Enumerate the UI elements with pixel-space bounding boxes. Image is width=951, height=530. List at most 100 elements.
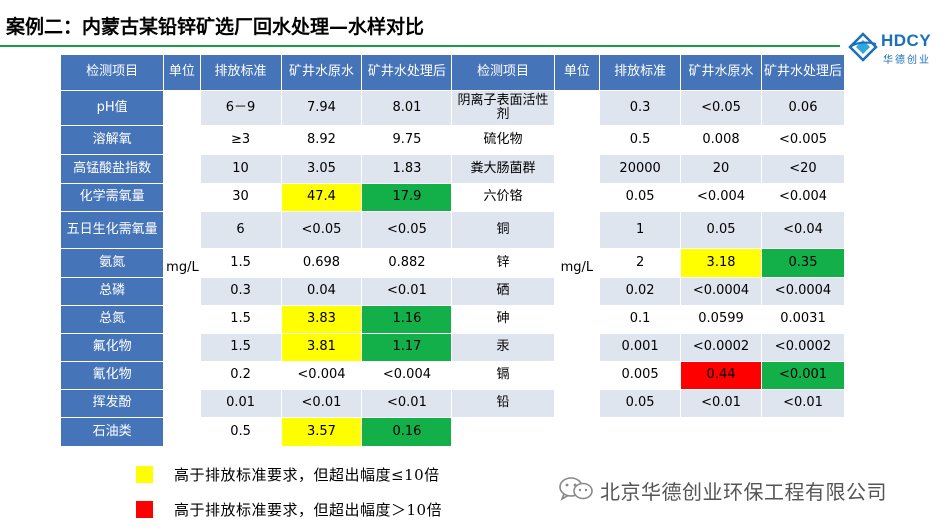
header-raw-right: 矿井水原水 — [680, 54, 762, 91]
treated-value: <0.01 — [760, 389, 846, 418]
item-name: 铜 — [451, 211, 555, 249]
header-standard-left: 排放标准 — [199, 54, 282, 91]
raw-value: 3.05 — [280, 154, 363, 184]
treated-value: <0.004 — [760, 183, 846, 212]
item-name: 阴离子表面活性剂 — [451, 90, 555, 126]
raw-value: 20 — [680, 154, 762, 184]
treated-value: <20 — [760, 154, 846, 184]
header-treated-right: 矿井水处理后 — [760, 54, 846, 91]
treated-value: <0.004 — [361, 361, 453, 390]
table-row: 氨氮 1.5 0.698 0.882 锌 2 3.18 0.35 — [59, 248, 846, 278]
standard-value: 0.05 — [599, 389, 682, 418]
header-item-left: 检测项目 — [59, 54, 165, 91]
treated-value: <0.005 — [760, 125, 846, 155]
treated-value: 8.01 — [361, 90, 453, 126]
item-name: 六价铬 — [451, 183, 555, 212]
treated-value: 0.06 — [760, 90, 846, 126]
standard-value — [599, 417, 682, 447]
table-row: 挥发酚 0.01 <0.01 <0.01 铅 0.05 <0.01 <0.01 — [59, 389, 846, 418]
treated-value: 0.0031 — [760, 305, 846, 334]
treated-value-compliant: 0.35 — [760, 248, 846, 278]
raw-value: <0.0002 — [680, 333, 762, 362]
raw-value: 7.94 — [280, 90, 363, 126]
standard-value: 6－9 — [199, 90, 282, 126]
item-name: 高锰酸盐指数 — [59, 154, 165, 184]
raw-value: 8.92 — [280, 125, 363, 155]
table-row: 氰化物 0.2 <0.004 <0.004 镉 0.005 0.44 <0.00… — [59, 361, 846, 390]
standard-value: 0.5 — [599, 125, 682, 155]
treated-value: <0.04 — [760, 211, 846, 249]
table-row: 高锰酸盐指数 10 3.05 1.83 粪大肠菌群 20000 20 <20 — [59, 154, 846, 184]
item-name: 挥发酚 — [59, 389, 165, 418]
standard-value: 0.1 — [599, 305, 682, 334]
raw-value: <0.05 — [280, 211, 363, 249]
header-standard-right: 排放标准 — [599, 54, 682, 91]
standard-value: 0.01 — [199, 389, 282, 418]
header-unit-left: 单位 — [163, 54, 201, 91]
legend-text-yellow: 高于排放标准要求，但超出幅度≤10倍 — [174, 466, 440, 484]
item-name: 硒 — [451, 277, 555, 306]
raw-value: <0.004 — [680, 183, 762, 212]
item-name: 石油类 — [59, 417, 165, 447]
standard-value: 0.2 — [199, 361, 282, 390]
table-row: 总磷 0.3 0.04 <0.01 硒 0.02 <0.0004 <0.0004 — [59, 277, 846, 306]
raw-value-exceeds-standard: 3.57 — [280, 417, 363, 447]
standard-value: 2 — [599, 248, 682, 278]
item-name — [451, 417, 555, 447]
treated-value: <0.0002 — [760, 333, 846, 362]
unit-cell-left: mg/L — [163, 90, 201, 447]
standard-value: 6 — [199, 211, 282, 249]
treated-value: 0.882 — [361, 248, 453, 278]
table-row: 氟化物 1.5 3.81 1.17 汞 0.001 <0.0002 <0.000… — [59, 333, 846, 362]
item-name: 溶解氧 — [59, 125, 165, 155]
standard-value: 30 — [199, 183, 282, 212]
table-row: 溶解氧 ≥3 8.92 9.75 硫化物 0.5 0.008 <0.005 — [59, 125, 846, 155]
header-treated-left: 矿井水处理后 — [361, 54, 453, 91]
standard-value: 0.5 — [199, 417, 282, 447]
item-name: 粪大肠菌群 — [451, 154, 555, 184]
raw-value: 0.698 — [280, 248, 363, 278]
standard-value: 20000 — [599, 154, 682, 184]
raw-value-exceeds-standard: 47.4 — [280, 183, 363, 212]
standard-value: 1.5 — [199, 333, 282, 362]
table-row: 总氮 1.5 3.83 1.16 砷 0.1 0.0599 0.0031 — [59, 305, 846, 334]
item-name: 氟化物 — [59, 333, 165, 362]
raw-value: 0.04 — [280, 277, 363, 306]
standard-value: 0.05 — [599, 183, 682, 212]
raw-value: <0.05 — [680, 90, 762, 126]
table-header-row: 检测项目 单位 排放标准 矿井水原水 矿井水处理后 检测项目 单位 排放标准 矿… — [59, 54, 846, 91]
standard-value: 1.5 — [199, 248, 282, 278]
item-name: 镉 — [451, 361, 555, 390]
logo-subtitle: 华德创业 — [883, 55, 931, 66]
item-name: 总磷 — [59, 277, 165, 306]
legend-text-red: 高于排放标准要求，但超出幅度＞10倍 — [174, 501, 443, 519]
item-name: 硫化物 — [451, 125, 555, 155]
standard-value: ≥3 — [199, 125, 282, 155]
item-name: 砷 — [451, 305, 555, 334]
page-title: 案例二：内蒙古某铅锌矿选厂回水处理—水样对比 — [6, 16, 425, 38]
item-name: 汞 — [451, 333, 555, 362]
raw-value-exceeds-standard: 3.81 — [280, 333, 363, 362]
table-row: 五日生化需氧量 6 <0.05 <0.05 铜 1 0.05 <0.04 — [59, 211, 846, 249]
item-name: 五日生化需氧量 — [59, 211, 165, 249]
treated-value-compliant: 17.9 — [361, 183, 453, 212]
header-unit-right: 单位 — [553, 54, 601, 91]
table-row: 石油类 0.5 3.57 0.16 — [59, 417, 846, 447]
item-name: 化学需氧量 — [59, 183, 165, 212]
title-divider — [0, 45, 840, 47]
raw-value: <0.0004 — [680, 277, 762, 306]
hdcy-logo: HDCY 华德创业 — [848, 28, 948, 66]
standard-value: 0.3 — [599, 90, 682, 126]
water-sample-table: 检测项目 单位 排放标准 矿井水原水 矿井水处理后 检测项目 单位 排放标准 矿… — [59, 54, 846, 447]
item-name: 氨氮 — [59, 248, 165, 278]
standard-value: 10 — [199, 154, 282, 184]
raw-value-exceeds-standard-severe: 0.44 — [680, 361, 762, 390]
unit-cell-right: mg/L — [553, 90, 601, 447]
treated-value: <0.05 — [361, 211, 453, 249]
standard-value: 1 — [599, 211, 682, 249]
header-item-right: 检测项目 — [451, 54, 555, 91]
item-name: 总氮 — [59, 305, 165, 334]
wechat-icon — [559, 477, 593, 501]
raw-value: 0.05 — [680, 211, 762, 249]
raw-value: 0.008 — [680, 125, 762, 155]
